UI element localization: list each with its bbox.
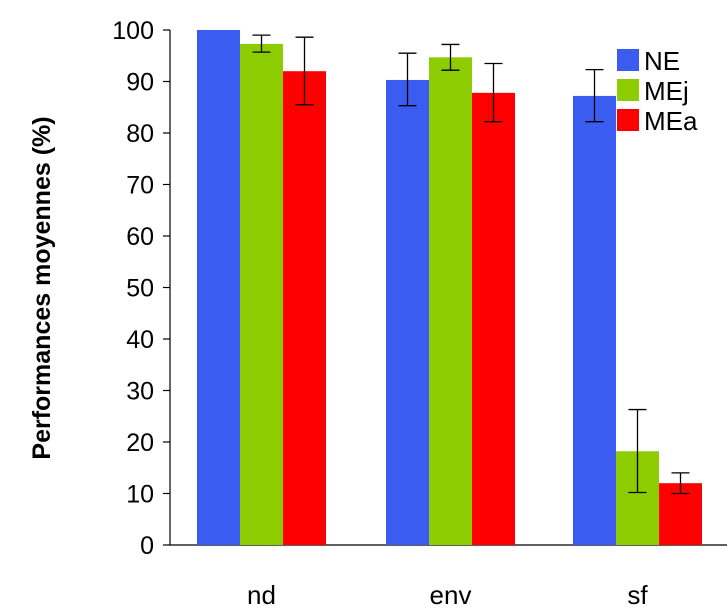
error-bars <box>252 34 690 495</box>
y-tick-label: 60 <box>126 223 154 251</box>
legend-label-MEj: MEj <box>644 76 689 106</box>
x-tick-label-env: env <box>430 580 472 610</box>
bar-MEa-env <box>472 92 515 545</box>
bar-NE-sf <box>573 95 616 546</box>
y-tick-label: 70 <box>126 172 154 200</box>
legend-swatch-MEa <box>617 109 639 131</box>
y-tick-label: 40 <box>126 326 154 354</box>
x-tick-label-nd: nd <box>247 580 276 610</box>
y-tick-label: 10 <box>126 481 154 509</box>
bar-MEj-nd <box>240 43 283 545</box>
y-tick-label: 100 <box>112 17 154 45</box>
y-tick-label: 30 <box>126 378 154 406</box>
legend-label-NE: NE <box>644 46 680 76</box>
y-tick-label: 90 <box>126 69 154 97</box>
y-axis-label: Performances moyennes (%) <box>28 116 56 459</box>
y-tick-label: 50 <box>126 275 154 303</box>
legend-label-MEa: MEa <box>644 106 698 136</box>
x-tick-label-sf: sf <box>627 580 648 610</box>
legend-swatch-MEj <box>617 79 639 101</box>
bar-NE-env <box>386 79 429 545</box>
y-tick-label: 0 <box>140 532 154 560</box>
bar-NE-nd <box>197 30 240 545</box>
bar-MEj-env <box>429 57 472 546</box>
bars <box>197 30 702 546</box>
bar-MEa-nd <box>283 71 326 545</box>
y-tick-label: 80 <box>126 120 154 148</box>
legend-swatch-NE <box>617 49 639 71</box>
y-tick-label: 20 <box>126 429 154 457</box>
axes: 0 10 20 30 40 50 60 70 80 90 100 nd env sf <box>112 17 727 610</box>
